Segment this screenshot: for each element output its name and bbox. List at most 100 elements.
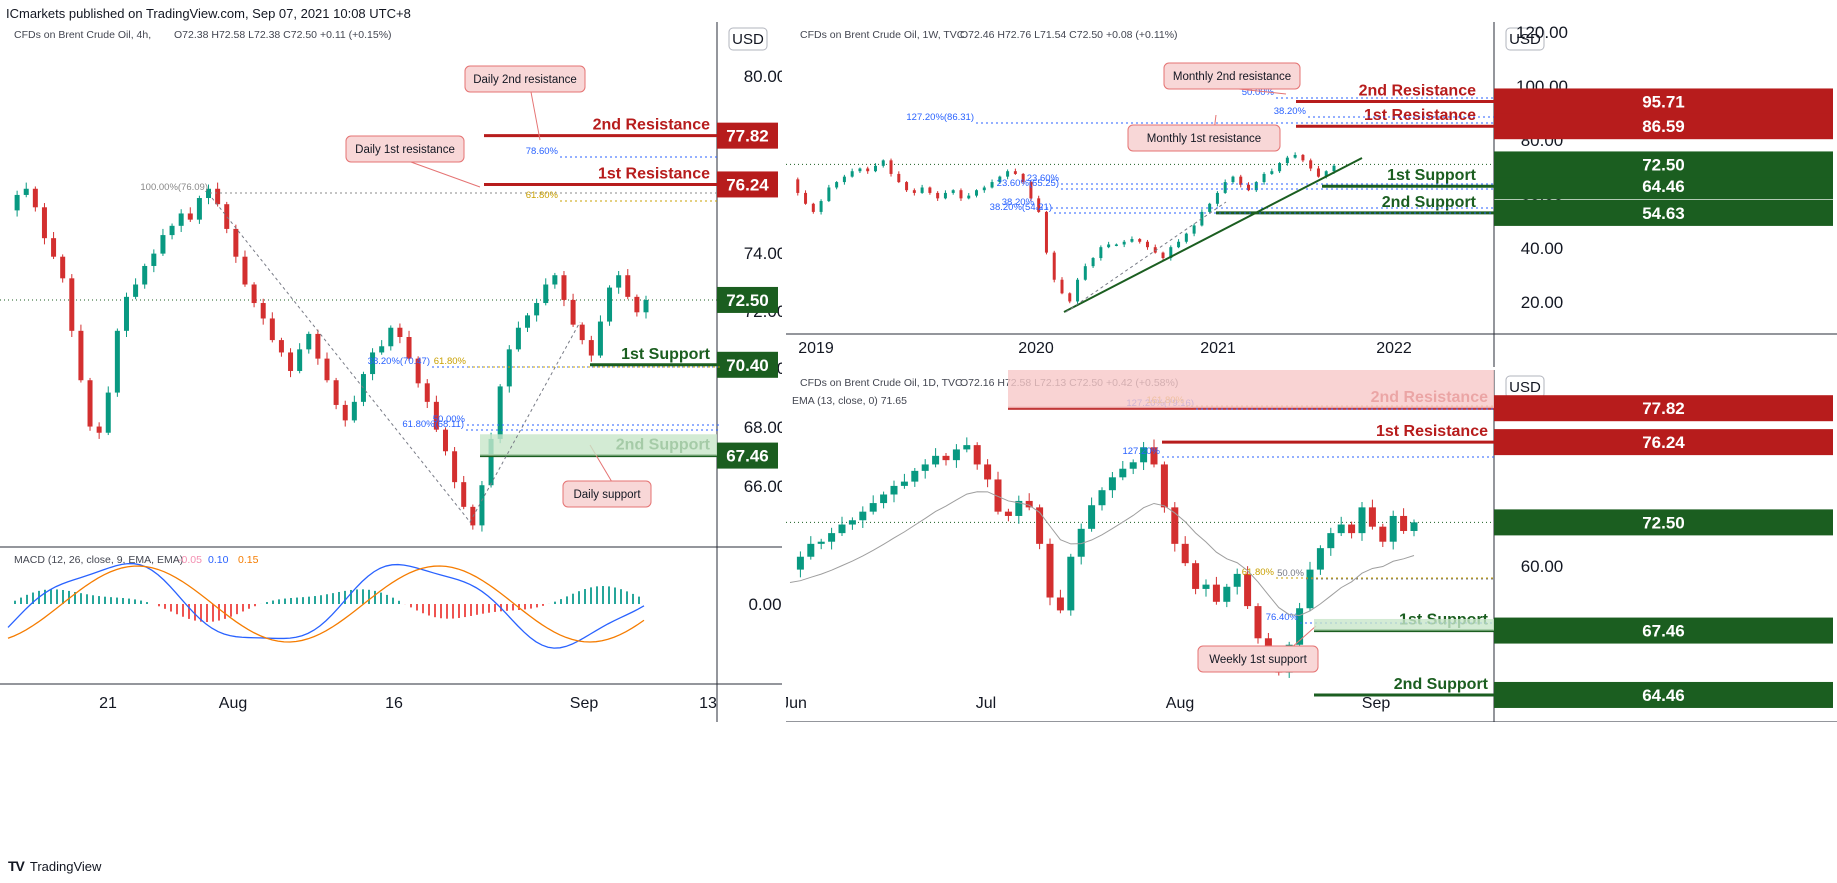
candle-body [1161, 252, 1165, 259]
current-price-badge [1494, 509, 1833, 536]
level-price-badge [717, 171, 778, 198]
macd-histogram-bar [356, 589, 358, 604]
fib-label: 50.00% [1242, 87, 1275, 98]
candle-body [890, 485, 898, 495]
chart-4h-svg[interactable]: CFDs on Brent Crude Oil, 4h, O72.38 H72.5… [0, 22, 782, 722]
candle-body [817, 541, 825, 544]
macd-histogram-bar [350, 589, 352, 604]
macd-histogram-bar [44, 589, 46, 604]
macd-value: -0.05 [178, 554, 202, 566]
x-tick-label: 2021 [1200, 340, 1236, 357]
candle-body [1150, 447, 1158, 465]
candle-body [597, 321, 603, 356]
candle-body [588, 340, 594, 356]
macd-histogram-bar [104, 596, 106, 604]
macd-value: 0.15 [238, 554, 259, 566]
candle-body [169, 225, 175, 236]
candle-body [69, 278, 75, 331]
level-name: 2nd Support [1394, 676, 1489, 693]
candle-body [796, 556, 804, 570]
y-tick-label: 68.00 [744, 418, 782, 437]
candle-body [1044, 211, 1048, 253]
currency-badge[interactable] [1505, 27, 1545, 51]
candle-body [215, 188, 221, 205]
candle-body [827, 187, 831, 202]
macd-histogram-bar [74, 592, 76, 604]
y-tick-label: 40.00 [1521, 239, 1564, 258]
candle-body [552, 275, 558, 285]
macd-histogram-bar [512, 604, 514, 611]
macd-histogram-bar [296, 597, 298, 604]
candle-body [1119, 468, 1127, 478]
candle-body [928, 187, 932, 193]
currency-label: USD [1509, 31, 1541, 48]
candle-body [515, 327, 521, 350]
candle-body [796, 179, 800, 193]
candle-body [206, 188, 212, 199]
macd-title: MACD (12, 26, close, 9, EMA, EMA) [14, 554, 183, 566]
callout-box[interactable] [1127, 124, 1281, 152]
macd-histogram-bar [272, 600, 274, 604]
level-price-badge [1494, 429, 1833, 456]
y-tick-label: 120.00 [1516, 23, 1568, 42]
chart-panel-weekly[interactable]: CFDs on Brent Crude Oil, 1W, TVC O72.46 H… [786, 22, 1837, 367]
macd-histogram-bar [338, 591, 340, 604]
publish-info: ICmarkets published on TradingView.com, … [6, 6, 411, 21]
candle-body [1076, 279, 1080, 302]
candle-body [288, 352, 294, 371]
x-tick-label: 2020 [1018, 340, 1054, 357]
candle-body [807, 543, 815, 557]
chart-title: CFDs on Brent Crude Oil, 1D, TVC [800, 377, 963, 389]
candle-body [869, 503, 877, 512]
callout-text: Monthly 1st resistance [1147, 133, 1261, 145]
candle-body [406, 337, 412, 359]
candle-body [897, 173, 901, 183]
candle-body [975, 190, 979, 196]
candle-body [142, 265, 148, 285]
candle-body [850, 171, 854, 177]
macd-histogram-bar [428, 604, 430, 616]
candle-body [269, 318, 275, 341]
macd-signal-line [7, 565, 645, 643]
callout-box[interactable] [464, 65, 586, 93]
candle-body [488, 438, 494, 486]
candle-body [1247, 184, 1251, 191]
candle-body [1138, 239, 1142, 242]
macd-histogram-bar [578, 591, 580, 604]
candle-body [1332, 165, 1336, 172]
callout-box[interactable] [1197, 645, 1319, 673]
macd-histogram-bar [68, 590, 70, 604]
candle-body [936, 192, 940, 199]
candle-body [1006, 171, 1010, 177]
macd-line [7, 562, 645, 649]
x-tick-label: 2019 [798, 340, 834, 357]
candle-body [607, 287, 613, 322]
fib-label: 38.20%(54.21) [990, 202, 1052, 213]
candle-body [105, 392, 111, 433]
callout-box[interactable] [1163, 62, 1301, 90]
x-tick-label: Sep [1362, 695, 1391, 712]
candle-body [1046, 543, 1054, 598]
level-name: 2nd Resistance [1359, 82, 1476, 99]
candle-body [1108, 477, 1116, 491]
callout-box[interactable] [562, 480, 652, 508]
macd-histogram-bar [422, 604, 424, 614]
chart-panel-4h[interactable]: CFDs on Brent Crude Oil, 4h, O72.38 H72.5… [0, 22, 782, 722]
macd-histogram-bar [62, 590, 64, 604]
currency-badge[interactable] [728, 27, 768, 51]
candle-body [990, 182, 994, 188]
candle-body [78, 330, 84, 381]
callout-box[interactable] [345, 135, 465, 163]
candle-body [1202, 584, 1210, 589]
candle-body [196, 198, 202, 220]
candle-body [324, 358, 330, 381]
candle-body [1098, 490, 1106, 506]
candle-body [1400, 515, 1408, 531]
x-tick-label: Sep [570, 695, 599, 712]
candle-body [1021, 173, 1025, 183]
level-name: 1st Resistance [1364, 107, 1476, 124]
candle-body [881, 160, 885, 166]
